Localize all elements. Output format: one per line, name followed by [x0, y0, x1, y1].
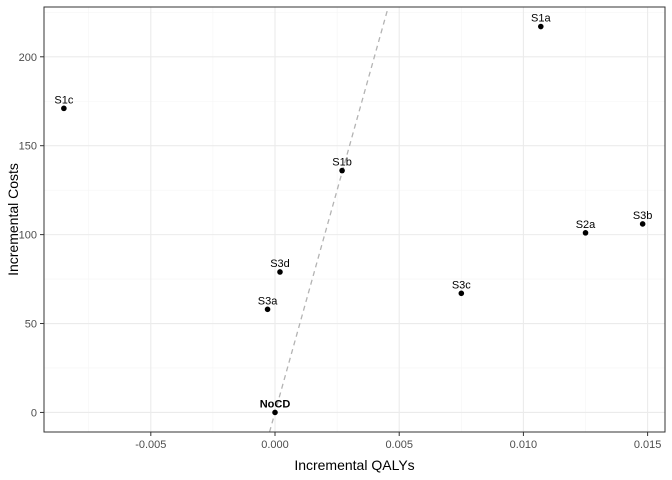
x-axis-title: Incremental QALYs — [294, 457, 414, 473]
data-point-s3a — [264, 306, 271, 313]
y-tick-label: 100 — [19, 230, 37, 242]
data-point-s1b — [339, 167, 345, 174]
grid-major — [44, 7, 665, 432]
x-tick-label: 0.000 — [261, 439, 289, 451]
point-label-s1a: S1a — [531, 13, 551, 25]
data-point-s3b — [639, 221, 646, 227]
x-tick-label: 0.005 — [385, 439, 413, 451]
x-tick-label: 0.015 — [634, 439, 662, 451]
y-tick-label: 0 — [31, 407, 37, 419]
point-label-s3c: S3c — [452, 279, 471, 291]
y-tick-label: 200 — [19, 52, 37, 64]
point-label-s1b: S1b — [332, 157, 352, 169]
point-label-s3a: S3a — [258, 295, 278, 307]
point-label-nocd: NoCD — [260, 398, 291, 410]
point-label-s3b: S3b — [633, 210, 653, 222]
data-point-s2a — [582, 230, 589, 236]
reference-line — [268, 6, 389, 433]
data-point-s1c — [61, 105, 67, 112]
y-tick-label: 150 — [19, 141, 37, 153]
point-label-s3d: S3d — [270, 258, 290, 270]
x-axis: -0.005 0.000 0.005 0.010 0.015 — [135, 432, 661, 451]
point-label-s2a: S2a — [576, 219, 596, 231]
reference-line-layer — [268, 6, 389, 433]
point-label-s1c: S1c — [54, 94, 73, 106]
grid-minor — [44, 7, 665, 432]
data-point-s3c — [458, 290, 465, 297]
y-axis-title: Incremental Costs — [5, 163, 21, 276]
data-point-s1a — [538, 23, 544, 30]
x-tick-label: -0.005 — [135, 439, 166, 451]
data-point-s3d — [277, 269, 283, 275]
point-labels-layer: S1a S1b S1c S2a S3a S3b S3c S3d NoCD — [54, 13, 652, 411]
panel-border — [43, 6, 666, 433]
y-tick-label: 50 — [25, 319, 37, 331]
x-tick-label: 0.010 — [510, 439, 538, 451]
points-layer — [61, 23, 646, 416]
y-axis: 0 50 100 150 200 — [19, 52, 44, 419]
data-point-nocd — [272, 409, 278, 416]
